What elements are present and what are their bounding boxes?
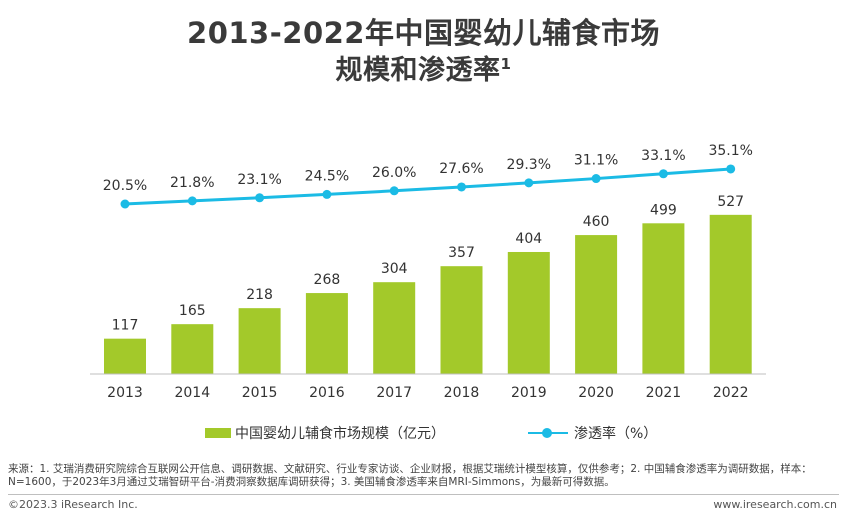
penetration-label-2014: 21.8%	[170, 175, 214, 191]
bar-2013	[104, 338, 146, 374]
legend-item-bar: 中国婴幼儿辅食市场规模（亿元）	[205, 423, 445, 443]
penetration-point-2016	[322, 189, 332, 199]
penetration-label-2022: 35.1%	[708, 143, 752, 159]
bar-2015	[238, 308, 281, 374]
combo-chart: 117 165 218 268 304 357 404 460 499 527 20.5% 21.8…	[90, 143, 766, 401]
penetration-label-2021: 33.1%	[641, 148, 685, 164]
legend-bar-label: 中国婴幼儿辅食市场规模（亿元）	[235, 426, 445, 442]
legend-line-label: 渗透率（%）	[574, 426, 658, 442]
x-tick-label-2017: 2017	[376, 385, 412, 401]
x-tick-label-2014: 2014	[174, 385, 210, 401]
penetration-point-2018	[457, 182, 466, 192]
legend-item-line: 渗透率（%）	[528, 423, 657, 443]
penetration-label-2016: 24.5%	[305, 168, 349, 184]
chart-title: 2013-2022年中国婴幼儿辅食市场	[187, 16, 660, 50]
penetration-point-2017	[389, 186, 399, 196]
penetration-line	[124, 167, 731, 206]
bar-value-label-2022: 527	[717, 194, 744, 210]
penetration-label-2020: 31.1%	[574, 153, 618, 169]
penetration-label-2019: 29.3%	[507, 157, 551, 173]
bar-value-label-2018: 357	[448, 245, 475, 261]
legend-bar-swatch	[205, 428, 231, 438]
footer-divider	[8, 494, 839, 495]
bar-value-label-2019: 404	[515, 231, 542, 247]
x-tick-label-2018: 2018	[444, 385, 480, 401]
bar-2021	[642, 223, 685, 374]
copyright: ©2023.3 iResearch Inc.	[8, 498, 138, 511]
x-tick-label-2015: 2015	[242, 385, 278, 401]
chart-subtitle: 规模和渗透率1	[0, 48, 847, 87]
x-axis-labels: 2013 2014 2015 2016 2017 2018 2019 2020 2021 2022	[107, 385, 748, 401]
bar-value-label-2013: 117	[112, 318, 139, 334]
x-tick-label-2019: 2019	[511, 385, 547, 401]
bar-value-label-2015: 218	[246, 287, 273, 303]
line-series: 20.5% 21.8% 23.1% 24.5% 26.0% 27.6% 29.3% 31.1%…	[103, 143, 753, 209]
penetration-label-2013: 20.5%	[103, 178, 147, 194]
bar-2018	[440, 266, 483, 374]
x-tick-label-2021: 2021	[646, 385, 682, 401]
website-link[interactable]: www.iresearch.com.cn	[713, 498, 837, 511]
chart-subtitle-text: 规模和渗透率	[335, 55, 501, 86]
source-footnote: 来源：1. 艾瑞消费研究院综合互联网公开信息、调研数据、文献研究、行业专家访谈、…	[8, 463, 838, 489]
footnote-line-2: N=1600，于2023年3月通过艾瑞智研平台-消费洞察数据库调研获得；3. 美…	[8, 476, 615, 488]
bar-value-label-2021: 499	[650, 202, 677, 218]
penetration-label-2017: 26.0%	[372, 165, 416, 181]
bar-value-label-2017: 304	[381, 261, 408, 277]
bar-2014	[171, 324, 214, 374]
penetration-point-2020	[591, 174, 601, 184]
penetration-point-2015	[255, 193, 265, 203]
x-tick-label-2022: 2022	[713, 385, 749, 401]
bar-2017	[373, 282, 416, 374]
x-tick-label-2020: 2020	[578, 385, 614, 401]
bar-value-label-2016: 268	[314, 272, 341, 288]
x-tick-label-2013: 2013	[107, 385, 143, 401]
penetration-point-2022	[726, 164, 736, 174]
penetration-point-2014	[187, 196, 197, 206]
bar-value-label-2020: 460	[583, 214, 610, 230]
footnote-marker: 1	[500, 55, 512, 73]
legend-line-swatch	[528, 427, 568, 439]
bar-series: 117 165 218 268 304 357 404 460 499 527	[104, 194, 752, 374]
penetration-point-2019	[524, 178, 534, 188]
footnote-line-1: 来源：1. 艾瑞消费研究院综合互联网公开信息、调研数据、文献研究、行业专家访谈、…	[8, 463, 812, 475]
bar-value-label-2014: 165	[179, 303, 206, 319]
bar-2020	[575, 235, 618, 374]
penetration-point-2021	[658, 169, 668, 179]
bar-2016	[305, 293, 348, 374]
penetration-label-2018: 27.6%	[439, 161, 483, 177]
x-tick-label-2016: 2016	[309, 385, 345, 401]
bar-2022	[709, 214, 752, 374]
penetration-label-2015: 23.1%	[237, 172, 281, 188]
bar-2019	[507, 251, 550, 374]
penetration-point-2013	[120, 199, 130, 209]
